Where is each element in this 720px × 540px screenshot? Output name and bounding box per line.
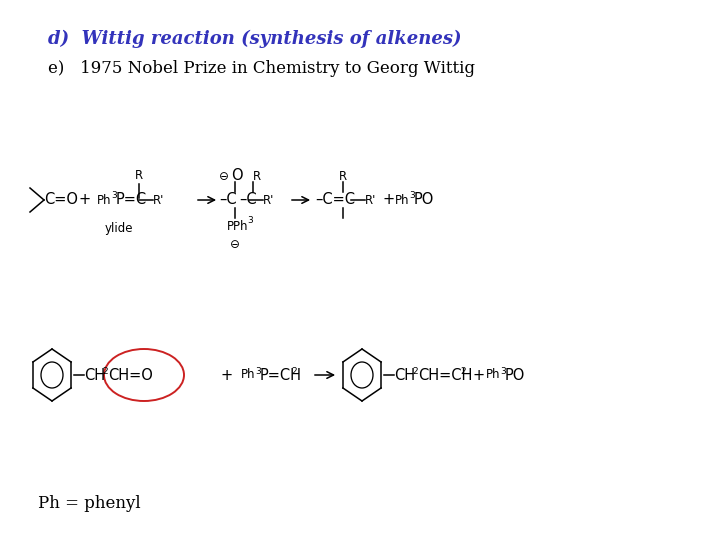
Text: R': R'	[263, 193, 274, 206]
Text: Ph: Ph	[241, 368, 256, 381]
Text: –C=C: –C=C	[315, 192, 355, 207]
Text: C=O: C=O	[44, 192, 78, 207]
Text: 3: 3	[409, 192, 415, 200]
Text: ⊖: ⊖	[219, 170, 229, 183]
Text: 2: 2	[102, 367, 107, 375]
Text: 2: 2	[291, 367, 297, 375]
Text: –C: –C	[219, 192, 237, 207]
Text: e)   1975 Nobel Prize in Chemistry to Georg Wittig: e) 1975 Nobel Prize in Chemistry to Geor…	[48, 60, 475, 77]
Text: Ph: Ph	[97, 193, 112, 206]
Text: +: +	[472, 368, 484, 382]
Text: +: +	[79, 192, 91, 207]
Text: R': R'	[365, 193, 377, 206]
Text: Ph = phenyl: Ph = phenyl	[38, 495, 140, 512]
Text: R': R'	[153, 193, 164, 206]
Text: 3: 3	[111, 192, 117, 200]
Text: P=CH: P=CH	[260, 368, 302, 382]
Text: R: R	[339, 170, 347, 183]
Text: 3: 3	[255, 367, 261, 375]
Text: Ph: Ph	[395, 193, 410, 206]
Text: Ph: Ph	[486, 368, 500, 381]
Text: R: R	[135, 169, 143, 182]
Text: 3: 3	[500, 367, 505, 375]
Text: 3: 3	[247, 216, 253, 225]
Text: CH: CH	[394, 368, 415, 382]
Text: CH=O: CH=O	[108, 368, 153, 382]
Text: PO: PO	[414, 192, 434, 207]
Text: CH=CH: CH=CH	[418, 368, 472, 382]
Text: ⊖: ⊖	[230, 238, 240, 251]
Text: PO: PO	[505, 368, 526, 382]
Text: R: R	[253, 170, 261, 183]
Text: P=C: P=C	[116, 192, 147, 207]
Text: 2: 2	[412, 367, 418, 375]
Text: d)  Wittig reaction (synthesis of alkenes): d) Wittig reaction (synthesis of alkenes…	[48, 30, 462, 48]
Text: +: +	[383, 192, 395, 207]
Text: +: +	[221, 368, 233, 382]
Text: ylide: ylide	[104, 222, 133, 235]
Text: PPh: PPh	[227, 220, 248, 233]
Text: –C: –C	[239, 192, 256, 207]
Text: O: O	[231, 168, 243, 184]
Text: 2: 2	[460, 367, 466, 375]
Text: CH: CH	[84, 368, 105, 382]
